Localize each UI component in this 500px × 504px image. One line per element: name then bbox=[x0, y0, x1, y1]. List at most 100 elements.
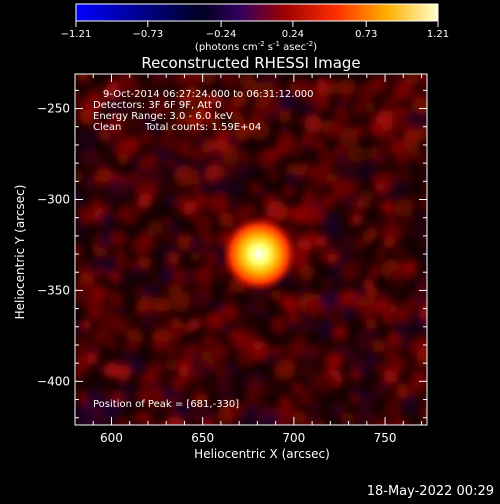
speckle-blob bbox=[75, 360, 88, 381]
speckle-blob bbox=[410, 193, 426, 210]
speckle-blob bbox=[168, 218, 180, 230]
speckle-blob bbox=[419, 273, 427, 290]
speckle-blob bbox=[249, 106, 269, 126]
speckle-blob bbox=[340, 304, 358, 322]
speckle-blob bbox=[266, 352, 278, 364]
speckle-blob bbox=[426, 291, 427, 295]
speckle-blob bbox=[308, 400, 321, 413]
speckle-blob bbox=[423, 250, 427, 266]
speckle-blob bbox=[165, 196, 176, 207]
y-tick-label: −350 bbox=[37, 283, 70, 297]
speckle-blob bbox=[371, 379, 391, 399]
speckle-blob bbox=[131, 234, 153, 256]
speckle-blob bbox=[334, 325, 349, 340]
footer-timestamp: 18-May-2022 00:29 bbox=[367, 484, 494, 499]
speckle-blob bbox=[384, 399, 402, 417]
x-tick-label: 650 bbox=[191, 431, 214, 445]
speckle-blob bbox=[366, 286, 379, 299]
speckle-blob bbox=[165, 359, 177, 371]
speckle-blob bbox=[414, 391, 427, 408]
speckle-blob bbox=[141, 412, 153, 424]
speckle-blob bbox=[281, 185, 296, 199]
speckle-blob bbox=[273, 324, 285, 336]
speckle-blob bbox=[416, 346, 427, 367]
speckle-blob bbox=[125, 83, 139, 98]
peak-source bbox=[221, 216, 298, 293]
speckle-blob bbox=[94, 267, 105, 279]
speckle-blob bbox=[369, 266, 380, 277]
speckle-blob bbox=[431, 173, 447, 189]
speckle-blob bbox=[326, 353, 343, 370]
speckle-blob bbox=[367, 83, 383, 99]
speckle-blob bbox=[431, 338, 443, 350]
speckle-blob bbox=[297, 311, 319, 333]
speckle-blob bbox=[354, 335, 371, 353]
speckle-blob bbox=[298, 264, 315, 281]
speckle-blob bbox=[327, 253, 338, 264]
speckle-blob bbox=[397, 334, 414, 351]
colorbar-units-label: (photons cm-2 s-1 asec-2) bbox=[195, 40, 317, 53]
speckle-blob bbox=[218, 144, 241, 167]
speckle-blob bbox=[93, 181, 110, 198]
speckle-blob bbox=[427, 298, 441, 312]
speckle-blob bbox=[289, 144, 303, 158]
speckle-blob bbox=[373, 155, 386, 167]
colorbar-gradient bbox=[75, 3, 439, 22]
speckle-blob bbox=[395, 278, 408, 291]
y-tick-label: −250 bbox=[37, 102, 70, 116]
speckle-blob bbox=[171, 375, 188, 391]
speckle-blob bbox=[117, 416, 130, 425]
speckle-blob bbox=[354, 406, 375, 425]
speckle-blob bbox=[95, 363, 106, 374]
speckle-blob bbox=[268, 171, 280, 182]
speckle-blob bbox=[226, 363, 238, 375]
speckle-blob bbox=[414, 290, 427, 310]
speckle-blob bbox=[126, 212, 140, 225]
speckle-blob bbox=[75, 91, 81, 103]
speckle-blob bbox=[424, 197, 427, 210]
speckle-blob bbox=[372, 339, 386, 353]
speckle-blob bbox=[256, 147, 278, 169]
speckle-blob bbox=[316, 319, 336, 339]
speckle-blob bbox=[430, 323, 441, 334]
speckle-blob bbox=[374, 254, 385, 266]
speckle-blob bbox=[350, 426, 372, 448]
annotations: 9-Oct-2014 06:27:24.000 to 06:31:12.000 … bbox=[93, 89, 314, 410]
speckle-blob bbox=[416, 212, 427, 223]
heatmap-image bbox=[75, 74, 447, 448]
speckle-blob bbox=[394, 198, 414, 218]
speckle-blob bbox=[240, 423, 247, 425]
speckle-blob bbox=[285, 163, 300, 177]
speckle-blob bbox=[375, 135, 397, 156]
speckle-blob bbox=[389, 178, 410, 199]
speckle-blob bbox=[406, 382, 421, 397]
speckle-blob bbox=[156, 420, 169, 425]
annotation-total-counts: Total counts: 1.59E+04 bbox=[144, 122, 261, 133]
speckle-blob bbox=[75, 189, 83, 205]
chart-title: Reconstructed RHESSI Image bbox=[141, 54, 360, 72]
speckle-blob bbox=[315, 235, 328, 247]
speckle-blob bbox=[319, 277, 332, 290]
speckle-blob bbox=[127, 339, 139, 351]
speckle-blob bbox=[218, 394, 231, 407]
speckle-blob bbox=[334, 112, 351, 129]
speckle-blob bbox=[363, 278, 374, 289]
speckle-blob bbox=[245, 81, 261, 96]
speckle-blob bbox=[339, 252, 351, 264]
colorbar-tick-label: −0.24 bbox=[206, 29, 237, 40]
speckle-blob bbox=[365, 318, 378, 331]
speckle-dark-patch bbox=[320, 290, 340, 310]
speckle-blob bbox=[295, 280, 312, 297]
speckle-blob bbox=[264, 377, 280, 394]
speckle-blob bbox=[394, 308, 411, 325]
speckle-blob bbox=[115, 364, 132, 381]
speckle-blob bbox=[339, 88, 354, 103]
annotation-energy-range: Energy Range: 3.0 - 6.0 keV bbox=[93, 111, 233, 122]
speckle-blob bbox=[364, 353, 378, 367]
speckle-blob bbox=[134, 423, 143, 425]
speckle-blob bbox=[207, 267, 225, 285]
speckle-blob bbox=[278, 109, 292, 123]
speckle-blob bbox=[316, 140, 327, 152]
colorbar-tick-label: 0.24 bbox=[282, 29, 304, 40]
